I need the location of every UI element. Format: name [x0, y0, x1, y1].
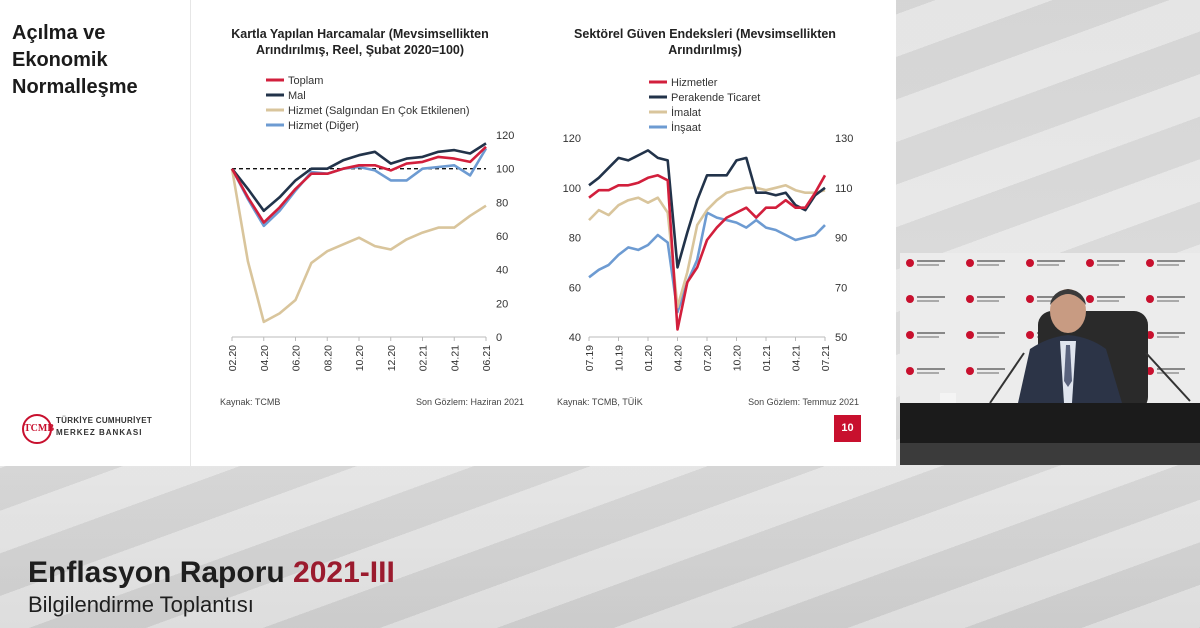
event-banner: Enflasyon Raporu 2021-III Bilgilendirme …: [28, 556, 395, 618]
slide-divider: [190, 0, 191, 466]
tcmb-logo-line2: MERKEZ BANKASI: [56, 428, 143, 437]
chart-title: Arındırılmış): [668, 43, 742, 57]
water-bottle: [940, 393, 956, 405]
x-tick-label: 02.20: [227, 345, 239, 371]
x-tick-label: 06.20: [291, 345, 303, 371]
right-y-tick-label: 80: [496, 197, 508, 209]
x-tick-label: 04.20: [259, 345, 271, 371]
microphone-left: [989, 352, 1025, 404]
legend-label: Hizmetler: [671, 77, 718, 89]
chart-title: Sektörel Güven Endeksleri (Mevsimsellikt…: [574, 27, 836, 41]
series-line: [230, 142, 487, 213]
x-tick-label: 04.20: [673, 345, 685, 371]
right-y-tick-label: 0: [496, 332, 502, 344]
banner-title-main: Enflasyon Raporu: [28, 556, 285, 589]
banner-title: Enflasyon Raporu 2021-III: [28, 556, 395, 590]
legend-label: İnşaat: [671, 121, 701, 134]
x-tick-label: 01.20: [643, 345, 655, 371]
legend-label: Hizmet (Salgından En Çok Etkilenen): [288, 105, 470, 117]
series-line: [230, 145, 487, 224]
speaker-head: [1050, 289, 1086, 333]
right-y-tick-label: 20: [496, 298, 508, 310]
series-line: [588, 174, 827, 331]
x-tick-label: 07.19: [584, 345, 596, 371]
left-y-tick-label: 40: [569, 332, 581, 344]
speaker-hair: [1050, 289, 1086, 305]
slide-title: Açılma ve Ekonomik Normalleşme: [12, 22, 138, 98]
series-line: [588, 211, 826, 314]
tcmb-logo: TCMB TÜRKİYE CUMHURİYET MERKEZ BANKASI: [22, 414, 162, 444]
series-line: [588, 184, 826, 309]
left-y-tick-label: 120: [563, 133, 581, 145]
x-tick-label: 10.20: [354, 345, 366, 371]
chart-source: Kaynak: TCMB: [220, 397, 280, 407]
chart-title: Kartla Yapılan Harcamalar (Mevsimsellikt…: [231, 27, 489, 41]
chart-last-observation: Son Gözlem: Temmuz 2021: [748, 397, 859, 407]
banner-subtitle: Bilgilendirme Toplantısı: [28, 592, 254, 617]
x-tick-label: 10.20: [732, 345, 744, 371]
right-y-tick-label: 120: [496, 130, 514, 142]
legend-label: İmalat: [671, 106, 701, 119]
right-y-tick-label: 40: [496, 265, 508, 277]
desk-front: [900, 443, 1200, 465]
right-y-tick-label: 50: [835, 332, 847, 344]
sector-confidence-chart: Sektörel Güven Endeksleri (Mevsimsellikt…: [557, 27, 859, 407]
x-tick-label: 08.20: [322, 345, 334, 371]
legend-label: Hizmet (Diğer): [288, 120, 359, 132]
tcmb-logo-mark: TCMB: [22, 414, 54, 444]
chart-source: Kaynak: TCMB, TÜİK: [557, 397, 643, 407]
tcmb-logo-line1: TÜRKİYE CUMHURİYET: [56, 416, 153, 425]
left-y-tick-label: 60: [569, 282, 581, 294]
left-y-tick-label: 100: [563, 183, 581, 195]
x-tick-label: 07.21: [820, 345, 832, 371]
legend-label: Perakende Ticaret: [671, 92, 760, 104]
microphone-right: [1145, 352, 1191, 402]
x-tick-label: 06.21: [481, 345, 493, 371]
presentation-slide: Açılma ve Ekonomik Normalleşme Kartla Ya…: [12, 0, 861, 466]
x-tick-label: 01.21: [761, 345, 773, 371]
right-y-tick-label: 100: [496, 164, 514, 176]
speaker-tie: [1064, 345, 1072, 387]
speaker-video: [900, 253, 1200, 465]
left-y-tick-label: 80: [569, 233, 581, 245]
right-y-tick-label: 90: [835, 233, 847, 245]
x-tick-label: 10.19: [614, 345, 626, 371]
legend-label: Mal: [288, 90, 306, 102]
series-line: [230, 147, 488, 228]
right-y-tick-label: 60: [496, 231, 508, 243]
speaker-video-scene: [900, 253, 1200, 465]
desk: [900, 403, 1200, 443]
right-y-tick-label: 130: [835, 133, 853, 145]
right-y-tick-label: 70: [835, 282, 847, 294]
series-line: [588, 149, 826, 269]
x-tick-label: 07.20: [702, 345, 714, 371]
chart-last-observation: Son Gözlem: Haziran 2021: [416, 397, 524, 407]
x-tick-label: 04.21: [791, 345, 803, 371]
x-tick-label: 04.21: [449, 345, 461, 371]
page-number: 10: [834, 415, 861, 442]
series-line: [230, 168, 487, 324]
chart-title: Arındırılmış, Reel, Şubat 2020=100): [256, 43, 464, 57]
right-y-tick-label: 110: [835, 183, 853, 195]
card-spending-chart: Kartla Yapılan Harcamalar (Mevsimsellikt…: [220, 27, 524, 407]
banner-title-highlight: 2021-III: [293, 556, 395, 589]
x-tick-label: 02.21: [418, 345, 430, 371]
legend-label: Toplam: [288, 75, 323, 87]
x-tick-label: 12.20: [386, 345, 398, 371]
